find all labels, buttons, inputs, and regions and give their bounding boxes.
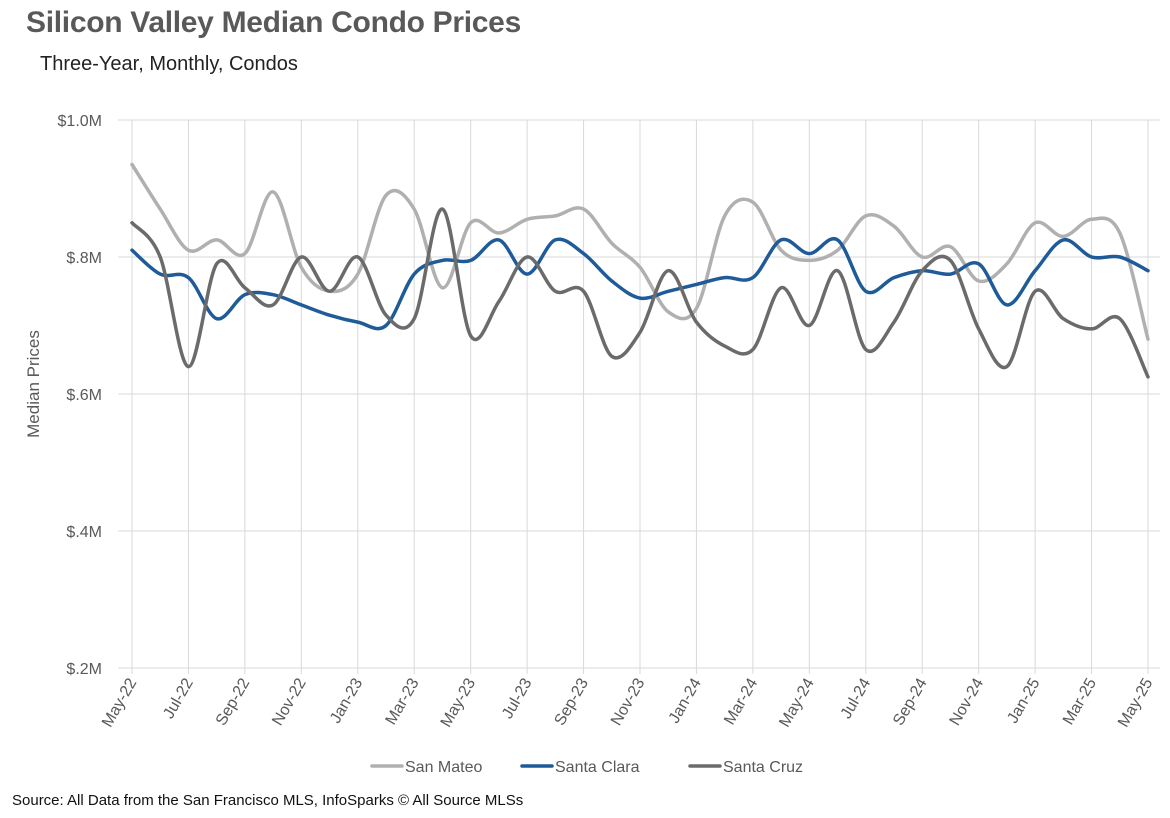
x-tick-label: Jan-24 bbox=[666, 675, 705, 726]
legend-label-santa-cruz: Santa Cruz bbox=[723, 759, 803, 776]
series-line-santa-clara bbox=[130, 236, 1150, 331]
legend: San Mateo Santa Clara Santa Cruz bbox=[370, 759, 803, 776]
source-note: Source: All Data from the San Francisco … bbox=[12, 792, 524, 809]
x-tick-label: Jul-24 bbox=[838, 675, 875, 721]
x-tick-label: Mar-24 bbox=[721, 675, 761, 727]
series-layer bbox=[130, 162, 1150, 379]
x-tick-label: Sep-23 bbox=[552, 675, 593, 728]
x-tick-label: Nov-24 bbox=[947, 675, 988, 728]
y-axis-ticks: $.2M $.4M $.6M $.8M $1.0M bbox=[58, 113, 102, 678]
x-tick-label: May-24 bbox=[776, 675, 817, 730]
y-tick-label: $.8M bbox=[66, 250, 102, 267]
x-tick-label: Mar-23 bbox=[383, 675, 423, 727]
series-line-san-mateo bbox=[130, 162, 1150, 341]
y-tick-label: $.4M bbox=[66, 524, 102, 541]
x-gridlines bbox=[131, 120, 1149, 674]
x-axis-ticks: May-22 Jul-22 Sep-22 Nov-22 Jan-23 Mar-23 May-… bbox=[99, 675, 1156, 730]
y-tick-label: $1.0M bbox=[58, 113, 102, 130]
x-tick-label: Jul-23 bbox=[499, 675, 536, 721]
legend-label-san-mateo: San Mateo bbox=[405, 759, 482, 776]
x-tick-label: Jan-25 bbox=[1004, 675, 1043, 726]
chart-subtitle: Three-Year, Monthly, Condos bbox=[40, 53, 298, 75]
x-tick-label: May-23 bbox=[438, 675, 479, 730]
y-axis-label: Median Prices bbox=[24, 330, 43, 438]
x-tick-label: Sep-22 bbox=[213, 675, 254, 728]
y-tick-label: $.2M bbox=[66, 661, 102, 678]
y-tick-label: $.6M bbox=[66, 387, 102, 404]
x-tick-label: Mar-25 bbox=[1060, 675, 1100, 727]
chart-title: Silicon Valley Median Condo Prices bbox=[26, 6, 521, 39]
x-tick-label: Nov-22 bbox=[269, 675, 310, 728]
x-tick-label: Sep-24 bbox=[890, 675, 931, 728]
x-tick-label: Jan-23 bbox=[327, 675, 366, 726]
series-line-santa-cruz bbox=[130, 207, 1150, 379]
y-gridlines bbox=[118, 119, 1160, 532]
x-tick-label: Jul-22 bbox=[160, 675, 197, 721]
x-tick-label: Nov-23 bbox=[608, 675, 649, 728]
legend-label-santa-clara: Santa Clara bbox=[555, 759, 640, 776]
x-tick-label: May-25 bbox=[1115, 675, 1156, 730]
x-tick-label: May-22 bbox=[99, 675, 140, 730]
